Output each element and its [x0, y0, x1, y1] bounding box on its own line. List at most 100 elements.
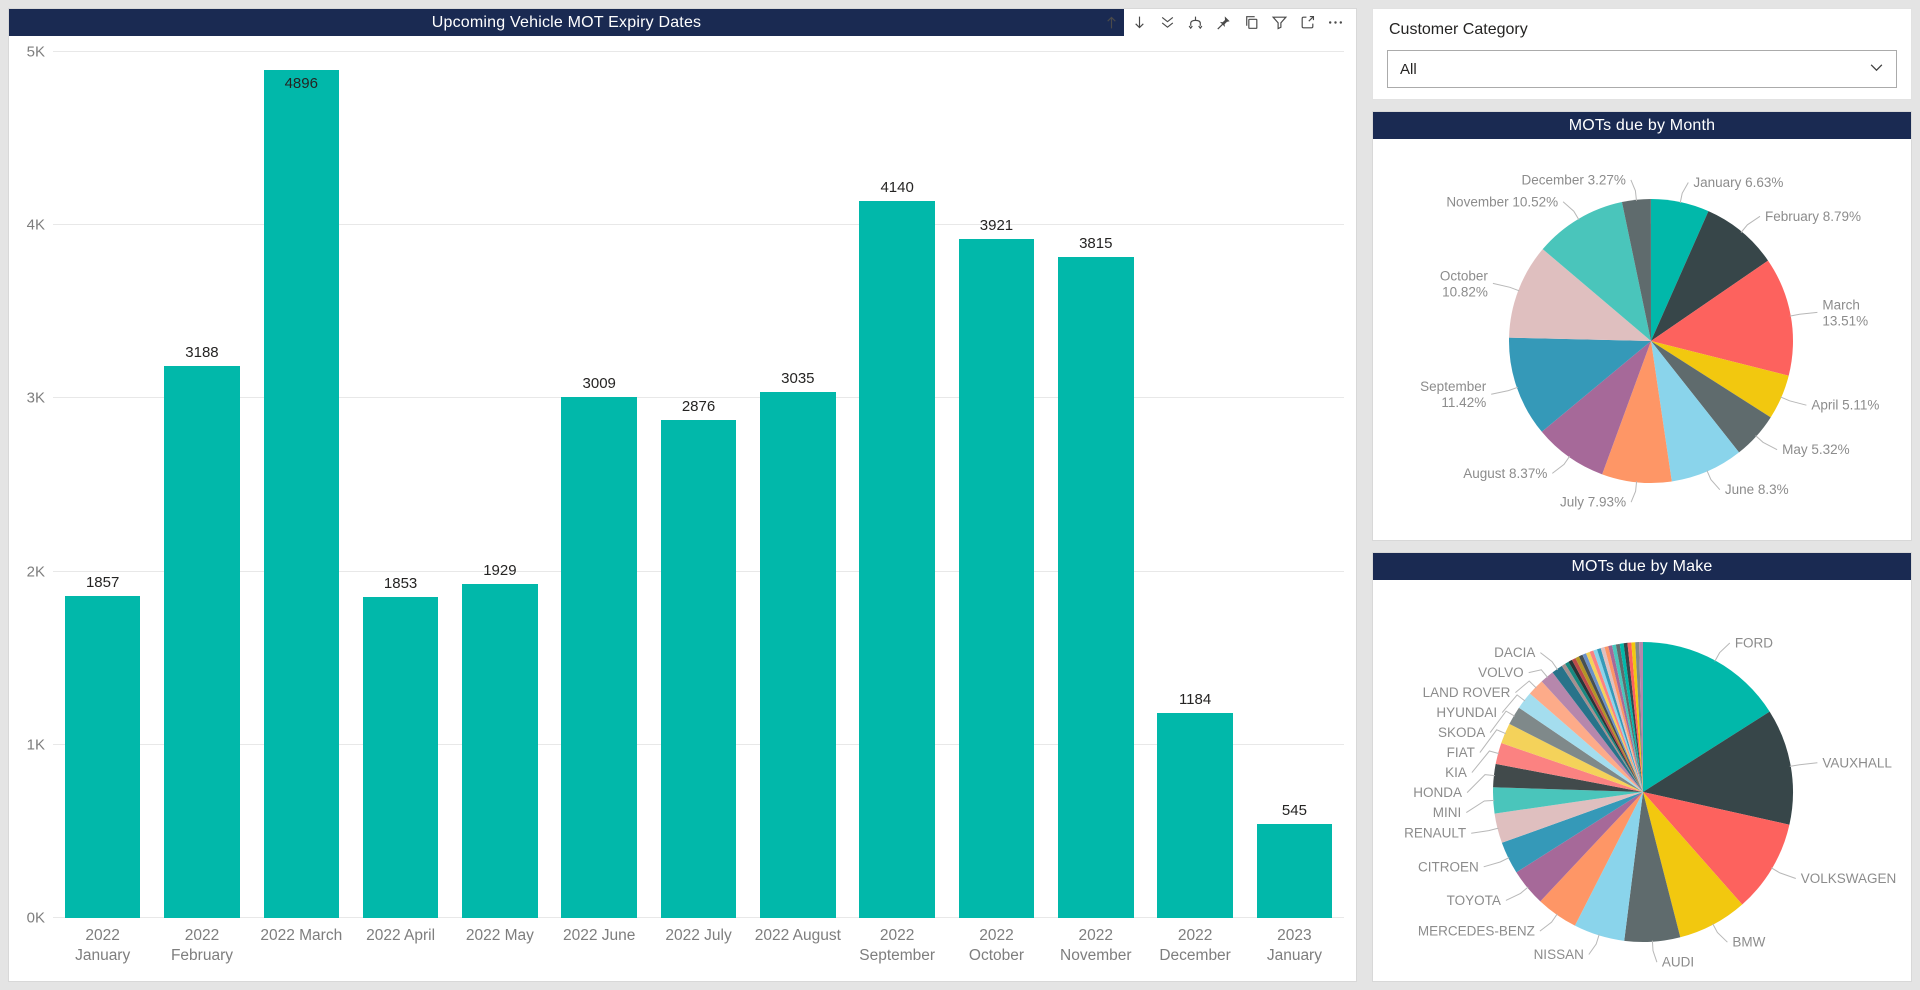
bar-2022-june[interactable] [561, 396, 637, 918]
pie-slice-other[interactable] [1589, 650, 1643, 792]
bar-2022-july[interactable] [660, 419, 737, 918]
expand-hierarchy-icon[interactable] [1187, 14, 1204, 32]
pie-label: LAND ROVER [1423, 685, 1511, 700]
pie-slice-april[interactable] [1651, 341, 1789, 418]
pie-slice-other[interactable] [1582, 653, 1643, 792]
pie-slice-ford[interactable] [1643, 642, 1770, 792]
pie-slice-other[interactable] [1604, 646, 1643, 792]
pie-slice-may[interactable] [1651, 341, 1771, 453]
pie-label: May 5.32% [1782, 442, 1850, 457]
bar-slot-2022-september: 4140 [848, 52, 947, 918]
pie-slice-november[interactable] [1542, 202, 1651, 341]
pie-slice-other[interactable] [1561, 663, 1643, 792]
copy-icon[interactable] [1243, 14, 1260, 32]
double-arrow-down-icon[interactable] [1159, 14, 1176, 32]
pie-slice-june[interactable] [1651, 341, 1740, 482]
pie-slice-hyundai[interactable] [1518, 693, 1643, 792]
arrow-down-icon[interactable] [1131, 14, 1148, 32]
bar-2023-january[interactable] [1256, 823, 1333, 918]
bar-chart-plot-area: 0K 1K 2K 3K 4K 5K 1857 3188 4896 1853 1929 3009 2876… [9, 36, 1356, 981]
pie-slice-other[interactable] [1639, 642, 1643, 792]
pie-slice-other[interactable] [1631, 642, 1643, 792]
focus-mode-icon[interactable] [1299, 14, 1316, 32]
pie-slice-february[interactable] [1651, 211, 1769, 341]
bar-2022-october[interactable] [958, 238, 1035, 918]
pie-slice-august[interactable] [1541, 341, 1651, 475]
pie-slice-other[interactable] [1571, 658, 1643, 792]
pie-slice-other[interactable] [1585, 651, 1643, 792]
pie-slice-skoda[interactable] [1509, 707, 1643, 792]
pie-label: TOYOTA [1447, 893, 1501, 908]
pie-label: MINI [1433, 805, 1462, 820]
customer-category-dropdown[interactable]: All [1387, 50, 1897, 88]
pie-slice-volkswagen[interactable] [1643, 792, 1790, 905]
bar-slot-2022-may: 1929 [450, 52, 549, 918]
visual-toolbar [1107, 9, 1356, 36]
pie-slice-december[interactable] [1621, 199, 1651, 341]
pie-slice-fiat[interactable] [1501, 723, 1643, 792]
pin-icon[interactable] [1215, 14, 1232, 32]
bar-value-label: 3815 [1079, 235, 1113, 253]
bar-2022-september[interactable] [859, 200, 935, 918]
pie-slice-other[interactable] [1578, 654, 1643, 792]
more-options-icon[interactable] [1327, 14, 1344, 32]
pie-slice-other[interactable] [1615, 643, 1643, 792]
pie-slice-other[interactable] [1627, 642, 1643, 792]
mots-by-make-pie: FORD VAUXHALL VOLKSWAGEN BMW AUDI NISSAN MERCE… [1404, 636, 1896, 970]
bar-chart-plot: 0K 1K 2K 3K 4K 5K 1857 3188 4896 1853 1929 3009 2876… [27, 44, 1344, 927]
pie-label: BMW [1732, 935, 1765, 950]
pie-slice-other[interactable] [1619, 643, 1643, 792]
gridline-3K [53, 397, 1344, 399]
pie-label: SKODA [1438, 725, 1485, 740]
pie-slice-land-rover[interactable] [1529, 681, 1643, 792]
pie-slice-mercedes-benz[interactable] [1540, 792, 1643, 926]
pie-slice-dacia[interactable] [1552, 665, 1643, 792]
pie-slice-july[interactable] [1602, 341, 1672, 484]
pie-slice-september[interactable] [1508, 337, 1651, 432]
pie-slice-january[interactable] [1651, 199, 1709, 341]
bar-2022-august[interactable] [760, 392, 836, 918]
bar-2022-january[interactable] [64, 596, 141, 918]
pie-slice-audi[interactable] [1624, 792, 1681, 943]
pie-slice-nissan[interactable] [1574, 792, 1643, 941]
pie-slice-citroen[interactable] [1501, 792, 1643, 873]
arrow-up-icon[interactable] [1103, 14, 1120, 32]
x-axis-label: 2022 April [366, 927, 436, 944]
pie-slice-honda[interactable] [1493, 763, 1643, 792]
pie-slice-march[interactable] [1651, 260, 1793, 376]
pie-slice-mini[interactable] [1492, 787, 1643, 814]
bar-2022-december[interactable] [1157, 712, 1233, 918]
pie-slice-other[interactable] [1593, 649, 1643, 792]
gridline-4K [53, 224, 1344, 226]
pie-slice-other[interactable] [1575, 656, 1643, 792]
pie-slice-other[interactable] [1596, 648, 1643, 792]
bar-2022-february[interactable] [164, 365, 240, 918]
bar-2022-april[interactable] [362, 597, 439, 918]
pie-slice-other[interactable] [1608, 645, 1643, 792]
pie-slice-other[interactable] [1612, 644, 1643, 792]
pie-label: December 3.27% [1522, 172, 1626, 187]
pie-slice-other[interactable] [1635, 642, 1643, 792]
x-axis-label: 2022 May [465, 927, 534, 944]
mots-by-month-pie: January 6.63% February 8.79% March 13.51% Ap… [1420, 172, 1879, 509]
pie-label: February 8.79% [1765, 209, 1861, 224]
mots-by-make-body: FORD VAUXHALL VOLKSWAGEN BMW AUDI NISSAN MERCE… [1373, 580, 1911, 981]
pie-slice-volvo[interactable] [1541, 672, 1643, 792]
pie-slice-other[interactable] [1623, 642, 1643, 792]
pie-slice-other[interactable] [1568, 659, 1644, 792]
pie-slice-other[interactable] [1565, 661, 1643, 792]
pie-slice-kia[interactable] [1495, 742, 1643, 792]
customer-category-slicer: Customer Category All [1372, 8, 1912, 100]
filter-icon[interactable] [1271, 14, 1288, 32]
pie-slice-october[interactable] [1509, 249, 1651, 341]
pie-slice-renault[interactable] [1494, 792, 1643, 843]
bar-slot-2023-january: 545 [1245, 52, 1344, 918]
pie-slice-bmw[interactable] [1643, 792, 1743, 938]
bar-2022-november[interactable] [1058, 257, 1134, 918]
pie-slice-toyota[interactable] [1516, 792, 1643, 902]
bar-value-label: 3188 [185, 343, 219, 361]
bar-2022-march[interactable] [263, 70, 340, 918]
pie-slice-other[interactable] [1600, 647, 1643, 792]
bar-2022-may[interactable] [462, 583, 538, 918]
pie-slice-vauxhall[interactable] [1643, 711, 1794, 825]
